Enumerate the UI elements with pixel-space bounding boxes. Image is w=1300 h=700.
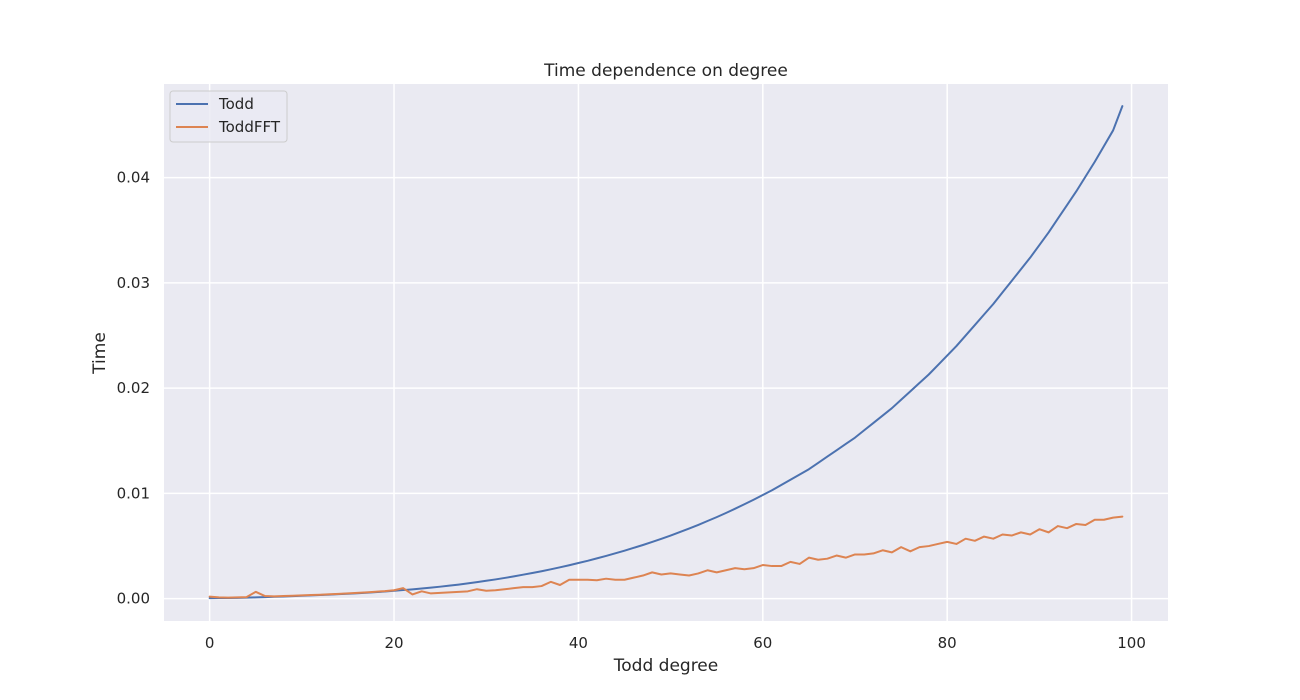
x-tick-label: 60 (753, 634, 772, 652)
x-axis-title: Todd degree (613, 656, 718, 676)
y-tick-label: 0.04 (117, 169, 150, 187)
y-axis-title: Time (90, 332, 110, 375)
x-tick-label: 40 (569, 634, 588, 652)
series-line-toddfft (208, 515, 1124, 599)
y-axis-ticks: 0.00 0.01 0.02 0.03 0.04 (117, 169, 150, 608)
x-tick-label: 0 (205, 634, 215, 652)
x-axis-ticks: 0 20 40 60 80 100 (205, 634, 1146, 652)
legend-label-toddfft: ToddFFT (218, 118, 281, 136)
x-tick-label: 20 (384, 634, 403, 652)
y-tick-label: 0.01 (117, 484, 150, 502)
x-tick-label: 80 (938, 634, 957, 652)
y-tick-label: 0.03 (117, 274, 150, 292)
y-tick-label: 0.00 (117, 590, 150, 608)
legend: Todd ToddFFT (169, 90, 288, 143)
chart-title: Time dependence on degree (543, 61, 788, 81)
x-tick-label: 100 (1117, 634, 1146, 652)
grid-lines (164, 84, 1168, 621)
legend-label-todd: Todd (218, 95, 254, 113)
series-lines (208, 105, 1124, 600)
plot-area-background (164, 84, 1168, 621)
y-tick-label: 0.02 (117, 379, 150, 397)
